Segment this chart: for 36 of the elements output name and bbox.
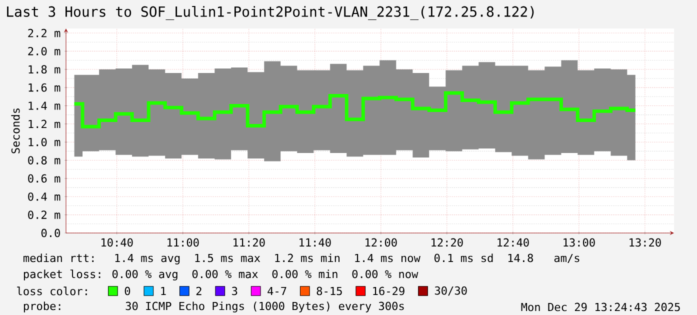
legend-label: 30/30 bbox=[434, 286, 467, 296]
legend-label: 3 bbox=[232, 286, 238, 296]
y-tick-label: 2.0 m bbox=[28, 47, 60, 56]
legend-title: loss color: bbox=[17, 286, 87, 296]
y-tick-label: 0.6 m bbox=[28, 174, 60, 183]
x-tick-label: 12:20 bbox=[432, 238, 463, 247]
y-tick-label: 1.0 m bbox=[28, 138, 60, 146]
x-tick-label: 11:00 bbox=[168, 238, 199, 247]
text: packet loss: 0.00 % avg 0.00 % max 0.00 % min 0.00 % now bbox=[24, 270, 418, 280]
legend-label: 1 bbox=[161, 286, 166, 296]
x-tick-label: 12:00 bbox=[366, 238, 397, 247]
y-tick-label: 1.2 m bbox=[28, 120, 60, 128]
text: probe: 30 ICMP Echo Pings (1000 Bytes) every 300s bbox=[24, 302, 404, 312]
legend-label: 4-7 bbox=[268, 286, 286, 296]
x-tick-label: 11:40 bbox=[300, 238, 331, 247]
legend-label: 2 bbox=[196, 286, 202, 296]
text: Mon Dec 29 13:24:43 2025 bbox=[521, 302, 680, 312]
x-tick-label: 13:20 bbox=[630, 238, 661, 247]
x-tick-label: 12:40 bbox=[498, 238, 529, 247]
y-tick-label: 1.6 m bbox=[28, 83, 60, 92]
x-tick-label: 13:00 bbox=[564, 238, 595, 247]
y-tick-label: 2.2 m bbox=[28, 28, 60, 38]
text: median rtt: 1.4 ms avg 1.5 ms max 1.2 ms min 1.4 ms now 0.1 ms sd 14.8 am/s bbox=[24, 254, 580, 264]
y-axis-title: Seconds bbox=[11, 108, 20, 154]
x-tick-label: 11:20 bbox=[234, 238, 265, 247]
legend-label: 0 bbox=[124, 286, 130, 296]
y-tick-label: 0.0 bbox=[41, 228, 60, 238]
y-tick-label: 0.2 m bbox=[28, 210, 60, 219]
y-tick-label: 0.8 m bbox=[28, 156, 60, 164]
y-tick-label: 0.4 m bbox=[28, 192, 60, 201]
legend-label: 16-29 bbox=[373, 286, 404, 296]
chart-title: Last 3 Hours to SOF_Lulin1-Point2Point-VLAN_2231_(172.25.8.122) bbox=[7, 6, 534, 20]
x-tick-label: 10:40 bbox=[102, 238, 133, 247]
y-tick-label: 1.4 m bbox=[28, 102, 60, 110]
legend-label: 8-15 bbox=[316, 286, 342, 296]
y-tick-label: 1.8 m bbox=[28, 65, 60, 74]
